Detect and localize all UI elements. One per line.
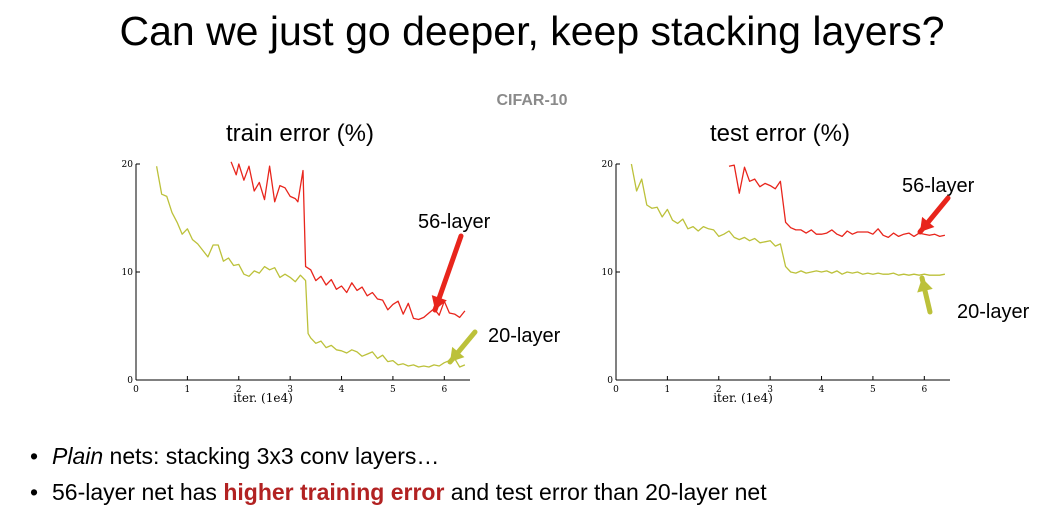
dataset-label: CIFAR-10 [496, 92, 568, 109]
slide-title: Can we just go deeper, keep stacking lay… [119, 8, 945, 54]
bullet-item-56-layer: • 56-layer net has higher training error … [30, 474, 767, 510]
x-tick-label: 0 [613, 385, 619, 395]
bullet-1-part-1: Plain [52, 443, 104, 469]
y-tick-label: 0 [607, 376, 613, 386]
annotation-arrow-head [920, 216, 935, 232]
annotation-arrow-head [431, 295, 447, 310]
x-tick-label: 4 [819, 385, 825, 395]
y-tick-label: 10 [122, 268, 134, 278]
x-tick-label: 1 [665, 385, 671, 395]
x-tick-label: 5 [870, 385, 876, 395]
test-chart-title: test error (%) [709, 120, 850, 147]
annotation-arrow-head [917, 278, 933, 293]
train-error-chart: 0 1 2 3 4 5 6 0 10 20 iter. (1e4) 56-layer 20-layer [122, 160, 561, 405]
bullet-dot: • [30, 479, 39, 505]
x-axis-label: iter. (1e4) [713, 391, 773, 405]
y-tick-label: 20 [122, 160, 134, 170]
test-error-chart: 0 1 2 3 4 5 6 0 10 20 iter. (1e4) 56-layer 20-layer [602, 160, 1030, 405]
x-tick-label: 2 [236, 385, 242, 395]
x-tick-label: 3 [767, 385, 773, 395]
bullet-item-plain-nets: • Plain nets: stacking 3x3 conv layers… [30, 438, 767, 474]
x-tick-label: 6 [921, 385, 927, 395]
annotation-arrow-shaft [432, 233, 464, 313]
x-tick-label: 4 [339, 385, 345, 395]
series-line-20-layer [630, 163, 946, 276]
bullet-1-part-2: nets: stacking 3x3 conv layers… [103, 443, 440, 469]
y-tick-label: 0 [127, 376, 133, 386]
series-line-20-layer [155, 166, 466, 368]
bullet-2-part-3: and test error than 20-layer net [444, 479, 767, 505]
x-axis-label: iter. (1e4) [233, 391, 293, 405]
annotation-label-56-layer: 56-layer [418, 211, 491, 233]
bullet-2-emphasis: higher training error [223, 479, 445, 505]
x-tick-label: 0 [133, 385, 139, 395]
annotation-label-56-layer: 56-layer [902, 175, 975, 197]
bullet-2-part-1: 56-layer net has [52, 479, 224, 505]
x-tick-label: 1 [185, 385, 191, 395]
x-tick-label: 5 [390, 385, 396, 395]
series-line-56-layer [728, 164, 946, 239]
annotation-arrow-head [450, 346, 465, 362]
annotation-label-20-layer: 20-layer [957, 301, 1030, 323]
bullet-dot: • [30, 443, 39, 469]
series-line-56-layer [230, 161, 466, 321]
y-tick-label: 10 [602, 268, 614, 278]
x-tick-label: 3 [287, 385, 293, 395]
annotation-label-20-layer: 20-layer [488, 325, 561, 347]
train-chart-title: train error (%) [225, 120, 375, 147]
y-tick-label: 20 [602, 160, 614, 170]
x-tick-label: 6 [441, 385, 447, 395]
bullet-list: • Plain nets: stacking 3x3 conv layers… •… [30, 438, 767, 510]
x-tick-label: 2 [716, 385, 722, 395]
